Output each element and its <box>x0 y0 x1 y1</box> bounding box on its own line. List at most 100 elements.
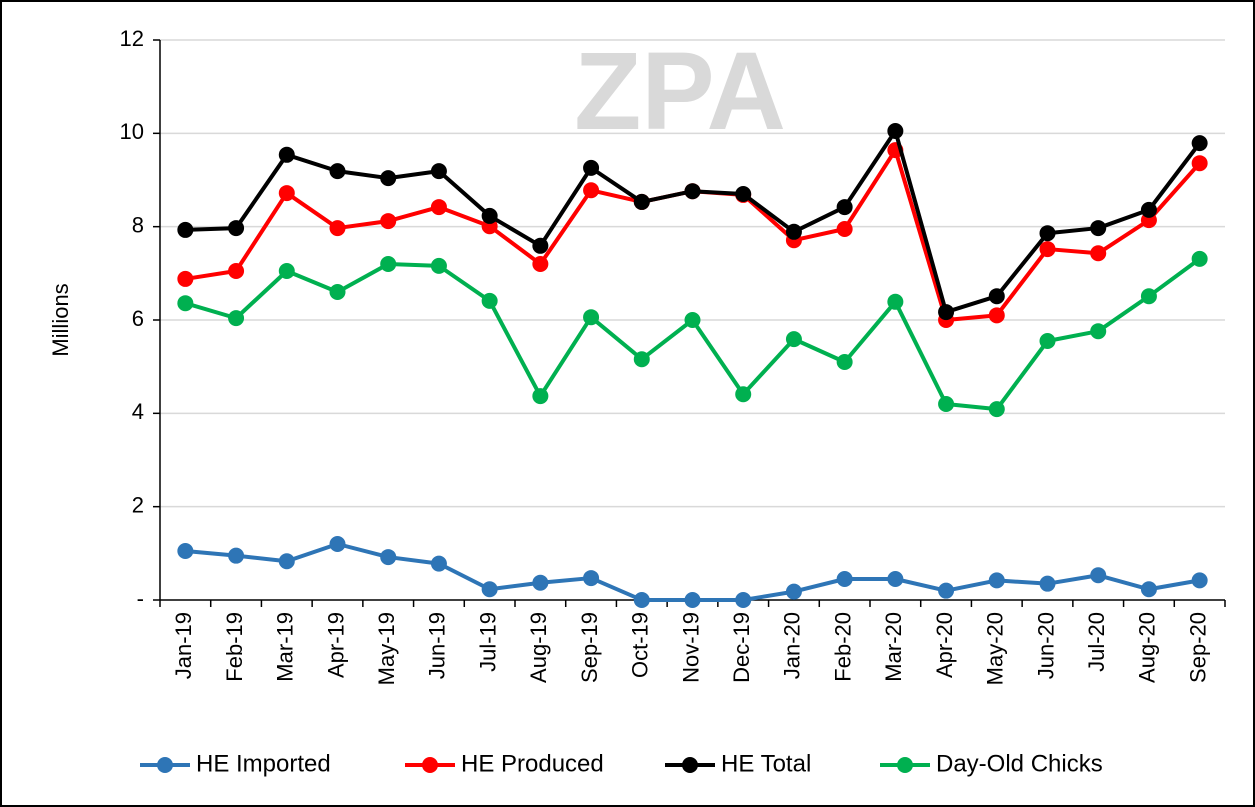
y-tick-label: 8 <box>132 212 144 237</box>
data-point <box>481 207 498 224</box>
data-point <box>785 331 802 348</box>
data-point <box>836 199 853 216</box>
data-point <box>938 304 955 321</box>
data-point <box>1039 333 1056 349</box>
x-tick-label: Jan-19 <box>171 612 196 679</box>
x-tick-label: Aug-19 <box>526 612 551 683</box>
y-tick-label: 12 <box>120 26 144 51</box>
data-point <box>481 581 498 598</box>
legend-marker <box>422 757 438 773</box>
data-point <box>1090 245 1107 262</box>
data-point <box>228 220 245 237</box>
data-point <box>532 388 549 405</box>
watermark: ZPA <box>574 30 786 153</box>
data-point <box>430 163 447 180</box>
data-point <box>583 309 600 326</box>
data-point <box>380 170 397 187</box>
data-point <box>988 401 1005 418</box>
y-tick-label: 4 <box>132 399 144 424</box>
data-point <box>988 288 1005 305</box>
data-point <box>1090 220 1107 237</box>
data-point <box>532 574 549 591</box>
data-point <box>481 292 498 309</box>
data-point <box>1140 201 1157 218</box>
x-tick-label: Oct-19 <box>628 612 653 678</box>
x-tick-label: Nov-19 <box>678 612 703 683</box>
data-point <box>583 159 600 176</box>
data-point <box>887 123 904 139</box>
data-point <box>177 270 194 287</box>
data-point <box>836 354 853 370</box>
legend-marker <box>157 757 173 773</box>
x-tick-label: Sep-19 <box>577 612 602 683</box>
data-point <box>380 549 397 566</box>
data-point <box>887 571 904 587</box>
data-point <box>836 571 853 587</box>
legend-marker <box>897 757 913 773</box>
data-point <box>278 146 295 163</box>
data-point <box>329 284 346 300</box>
data-point <box>938 396 955 412</box>
data-point <box>938 582 955 599</box>
data-point <box>430 257 447 274</box>
legend-marker <box>682 757 698 773</box>
data-point <box>1191 135 1208 152</box>
x-tick-label: Apr-20 <box>932 612 957 678</box>
data-point <box>735 592 752 608</box>
data-point <box>836 221 853 237</box>
data-point <box>329 220 346 237</box>
x-tick-label: Aug-20 <box>1135 612 1160 683</box>
data-point <box>532 237 549 254</box>
data-point <box>329 536 346 552</box>
data-point <box>228 263 245 279</box>
y-tick-label: 6 <box>132 306 144 331</box>
x-tick-label: Jul-20 <box>1084 612 1109 672</box>
data-point <box>380 213 397 230</box>
x-tick-label: Jun-20 <box>1033 612 1058 679</box>
x-tick-label: Feb-20 <box>830 612 855 682</box>
data-point <box>583 182 600 199</box>
x-tick-label: Jan-20 <box>780 612 805 679</box>
data-point <box>633 351 650 368</box>
y-tick-label: 2 <box>132 492 144 517</box>
data-point <box>785 583 802 600</box>
y-tick-label: 10 <box>120 119 144 144</box>
data-point <box>684 312 701 328</box>
data-point <box>380 256 397 272</box>
data-point <box>1039 241 1056 258</box>
data-point <box>278 185 295 202</box>
data-point <box>988 572 1005 589</box>
x-tick-label: Sep-20 <box>1185 612 1210 683</box>
legend-label: HE Total <box>721 750 811 777</box>
x-tick-label: Feb-19 <box>222 612 247 682</box>
data-point <box>1191 572 1208 589</box>
data-point <box>785 223 802 240</box>
data-point <box>177 295 194 312</box>
x-tick-label: Mar-20 <box>881 612 906 682</box>
data-point <box>177 543 194 559</box>
data-point <box>1140 288 1157 305</box>
data-point <box>684 592 701 608</box>
data-point <box>1039 575 1056 592</box>
data-point <box>1090 323 1107 340</box>
data-point <box>1191 155 1208 172</box>
data-point <box>532 256 549 272</box>
data-point <box>1191 250 1208 267</box>
data-point <box>633 193 650 210</box>
data-point <box>887 293 904 310</box>
data-point <box>1090 567 1107 584</box>
data-point <box>583 570 600 587</box>
data-point <box>329 163 346 180</box>
data-point <box>177 221 194 238</box>
legend-label: Day-Old Chicks <box>936 750 1103 777</box>
x-tick-label: Jun-19 <box>425 612 450 679</box>
y-tick-label: - <box>137 586 144 611</box>
x-tick-label: Mar-19 <box>273 612 298 682</box>
data-point <box>735 386 752 403</box>
y-axis-label: Millions <box>48 283 73 356</box>
data-point <box>228 547 245 564</box>
data-point <box>430 555 447 572</box>
x-tick-label: Dec-19 <box>729 612 754 683</box>
